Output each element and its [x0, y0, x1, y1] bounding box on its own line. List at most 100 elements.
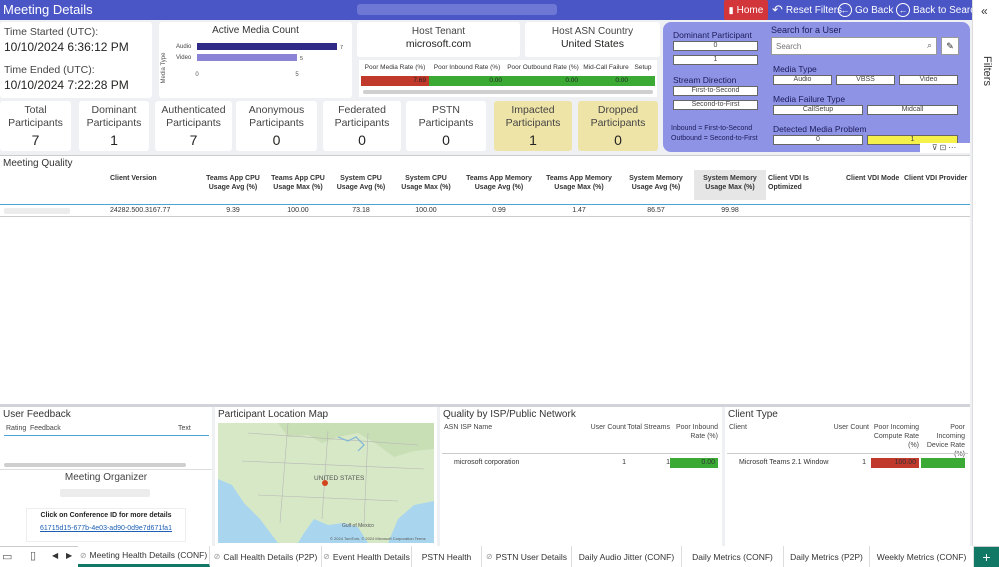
- meeting-organizer-label: Meeting Organizer: [64, 472, 148, 483]
- media-type-video[interactable]: Video: [899, 75, 958, 85]
- page-tab[interactable]: ⊘ Call Health Details (P2P): [210, 546, 322, 567]
- participant-name-redacted: [4, 208, 70, 214]
- stat-label: Dropped Participants: [590, 104, 646, 129]
- host-asn-label: Host ASN Country: [551, 26, 634, 37]
- home-icon: ▮: [728, 4, 734, 15]
- mobile-view-icon[interactable]: ▯: [30, 550, 37, 562]
- quality-cell: 86.57: [647, 207, 665, 214]
- page-tab[interactable]: Daily Audio Jitter (CONF): [572, 546, 682, 567]
- host-asn-card: Host ASN Country United States: [525, 22, 660, 57]
- page-tab[interactable]: ⊘ Meeting Health Details (CONF): [78, 546, 210, 567]
- page-tab[interactable]: ⊘ PSTN User Details: [482, 546, 572, 567]
- meeting-organizer-value: [60, 489, 150, 497]
- chart-bar: [197, 43, 337, 50]
- tabs-scroll-right-icon[interactable]: ▶: [66, 551, 73, 560]
- filter-icon[interactable]: ⊽: [931, 143, 940, 152]
- failure-type-label: Media Failure Type: [773, 94, 846, 104]
- quality-col-header[interactable]: Client VDI Is Optimized: [768, 175, 809, 191]
- stat-card-1: Dominant Participants 1: [79, 101, 149, 151]
- quality-col-header[interactable]: System Memory Usage Avg (%): [629, 175, 683, 191]
- isp-col-header[interactable]: Poor Inbound Rate (%): [675, 424, 718, 440]
- dominant-label: Dominant Participant: [673, 30, 752, 40]
- host-tenant-value: microsoft.com: [405, 38, 472, 50]
- map-copyright: © 2024 TomTom, © 2024 Microsoft Corporat…: [330, 536, 426, 541]
- search-input[interactable]: [772, 38, 912, 54]
- chart-bar: [197, 54, 297, 61]
- quality-col-header[interactable]: Teams App Memory Usage Max (%): [546, 175, 612, 191]
- page-tab[interactable]: Daily Metrics (CONF): [682, 546, 784, 567]
- host-asn-value: United States: [560, 38, 625, 50]
- eraser-icon[interactable]: ✎: [941, 37, 959, 55]
- focus-mode-icon[interactable]: ⊡: [939, 143, 949, 152]
- media-problem-1[interactable]: 1: [867, 135, 958, 145]
- back-to-search-button[interactable]: ← Back to Search: [896, 0, 981, 20]
- quality-col-header[interactable]: Client VDI Mode: [846, 175, 900, 182]
- reset-filters-button[interactable]: ↶ Reset Filters: [772, 2, 843, 17]
- stream-option-second[interactable]: Second-to-First: [673, 100, 758, 110]
- isp-col-header[interactable]: Total Streams: [627, 424, 670, 431]
- page-tab[interactable]: Daily Metrics (P2P): [784, 546, 870, 567]
- header-meeting-id: [357, 4, 557, 15]
- back-arrow-icon: ←: [896, 3, 910, 17]
- home-button[interactable]: ▮ Home: [724, 0, 768, 20]
- rates-cell: 0.00: [505, 76, 581, 86]
- go-back-button[interactable]: ← Go Back: [838, 0, 893, 20]
- stat-value: 1: [529, 132, 537, 148]
- page-tab[interactable]: PSTN Health: [412, 546, 482, 567]
- location-map[interactable]: UNITED STATES Gulf of Mexico © 2024 TomT…: [218, 423, 434, 543]
- isp-col-header[interactable]: User Count: [590, 424, 626, 431]
- stream-note-outbound: Outbound = Second-to-First: [671, 135, 758, 142]
- quality-col-header[interactable]: System Memory Usage Max (%): [694, 170, 766, 200]
- feedback-col-feedback: Feedback: [30, 425, 61, 432]
- quality-col-header[interactable]: Teams App CPU Usage Avg (%): [206, 175, 260, 191]
- failure-type-midcall[interactable]: Midcall: [867, 105, 958, 115]
- media-problem-0[interactable]: 0: [773, 135, 863, 145]
- quality-col-header[interactable]: Teams App CPU Usage Max (%): [271, 175, 325, 191]
- meeting-quality-title: Meeting Quality: [3, 158, 73, 169]
- media-type-audio[interactable]: Audio: [773, 75, 832, 85]
- filters-pane-collapsed[interactable]: « Filters: [972, 0, 999, 546]
- chart-axis-title: Media Type: [161, 52, 167, 84]
- isp-col-header[interactable]: ASN ISP Name: [444, 424, 493, 431]
- expand-filters-icon[interactable]: «: [981, 4, 988, 18]
- quality-col-header[interactable]: Client VDI Provider: [904, 175, 968, 182]
- conference-id-link[interactable]: 61715d15-677b-4e03-ad90-0d9e7d671fa1: [40, 525, 172, 532]
- client-col-header[interactable]: Client: [729, 424, 747, 431]
- quality-col-header[interactable]: System CPU Usage Max (%): [401, 175, 451, 191]
- stat-value: 0: [272, 132, 281, 148]
- page-tab[interactable]: Weekly Metrics (CONF): [870, 546, 974, 567]
- chart-tick-label: 5: [295, 72, 299, 78]
- media-type-vbss[interactable]: VBSS: [836, 75, 895, 85]
- chart-tick-label: 0: [195, 72, 199, 78]
- page-tab[interactable]: ⊘ Event Health Details: [322, 546, 412, 567]
- times-card: Time Started (UTC): 10/10/2024 6:36:12 P…: [0, 22, 152, 98]
- dominant-option-1[interactable]: 1: [673, 55, 758, 65]
- stat-value: 0: [614, 132, 622, 148]
- search-user-field[interactable]: ⌕: [771, 37, 937, 55]
- client-col-header[interactable]: Poor Incoming Device Rate (%): [926, 424, 965, 458]
- quality-cell: 100.00: [415, 207, 437, 214]
- quality-col-header[interactable]: Teams App Memory Usage Avg (%): [466, 175, 532, 191]
- quality-col-header[interactable]: Client Version: [110, 175, 157, 182]
- stat-label: Federated Participants: [334, 104, 390, 129]
- client-col-header[interactable]: Poor Incoming Compute Rate (%): [873, 424, 919, 449]
- client-col-header[interactable]: User Count: [833, 424, 869, 431]
- quality-col-header[interactable]: System CPU Usage Avg (%): [336, 175, 386, 191]
- visual-header-icons[interactable]: ⊽⊡⋯: [920, 143, 970, 153]
- more-options-icon[interactable]: ⋯: [948, 143, 959, 152]
- rates-table: Poor Media Rate (%) Poor Inbound Rate (%)…: [359, 60, 657, 97]
- stat-label: Anonymous Participants: [248, 104, 305, 129]
- undo-icon: ↶: [772, 2, 783, 17]
- page-title: Meeting Details: [3, 2, 93, 17]
- client-type-title: Client Type: [728, 409, 778, 420]
- add-page-button[interactable]: +: [974, 547, 999, 567]
- desktop-view-icon[interactable]: ▭: [2, 551, 13, 563]
- dominant-option-0[interactable]: 0: [673, 41, 758, 51]
- failure-type-callsetup[interactable]: CallSetup: [773, 105, 863, 115]
- stat-card-3: Anonymous Participants 0: [236, 101, 317, 151]
- rates-scrollbar[interactable]: [363, 90, 653, 94]
- stream-option-first[interactable]: First-to-Second: [673, 86, 758, 96]
- tabs-scroll-left-icon[interactable]: ◀: [52, 551, 59, 560]
- feedback-scrollbar[interactable]: [4, 463, 186, 467]
- rates-header: Setup: [634, 64, 652, 71]
